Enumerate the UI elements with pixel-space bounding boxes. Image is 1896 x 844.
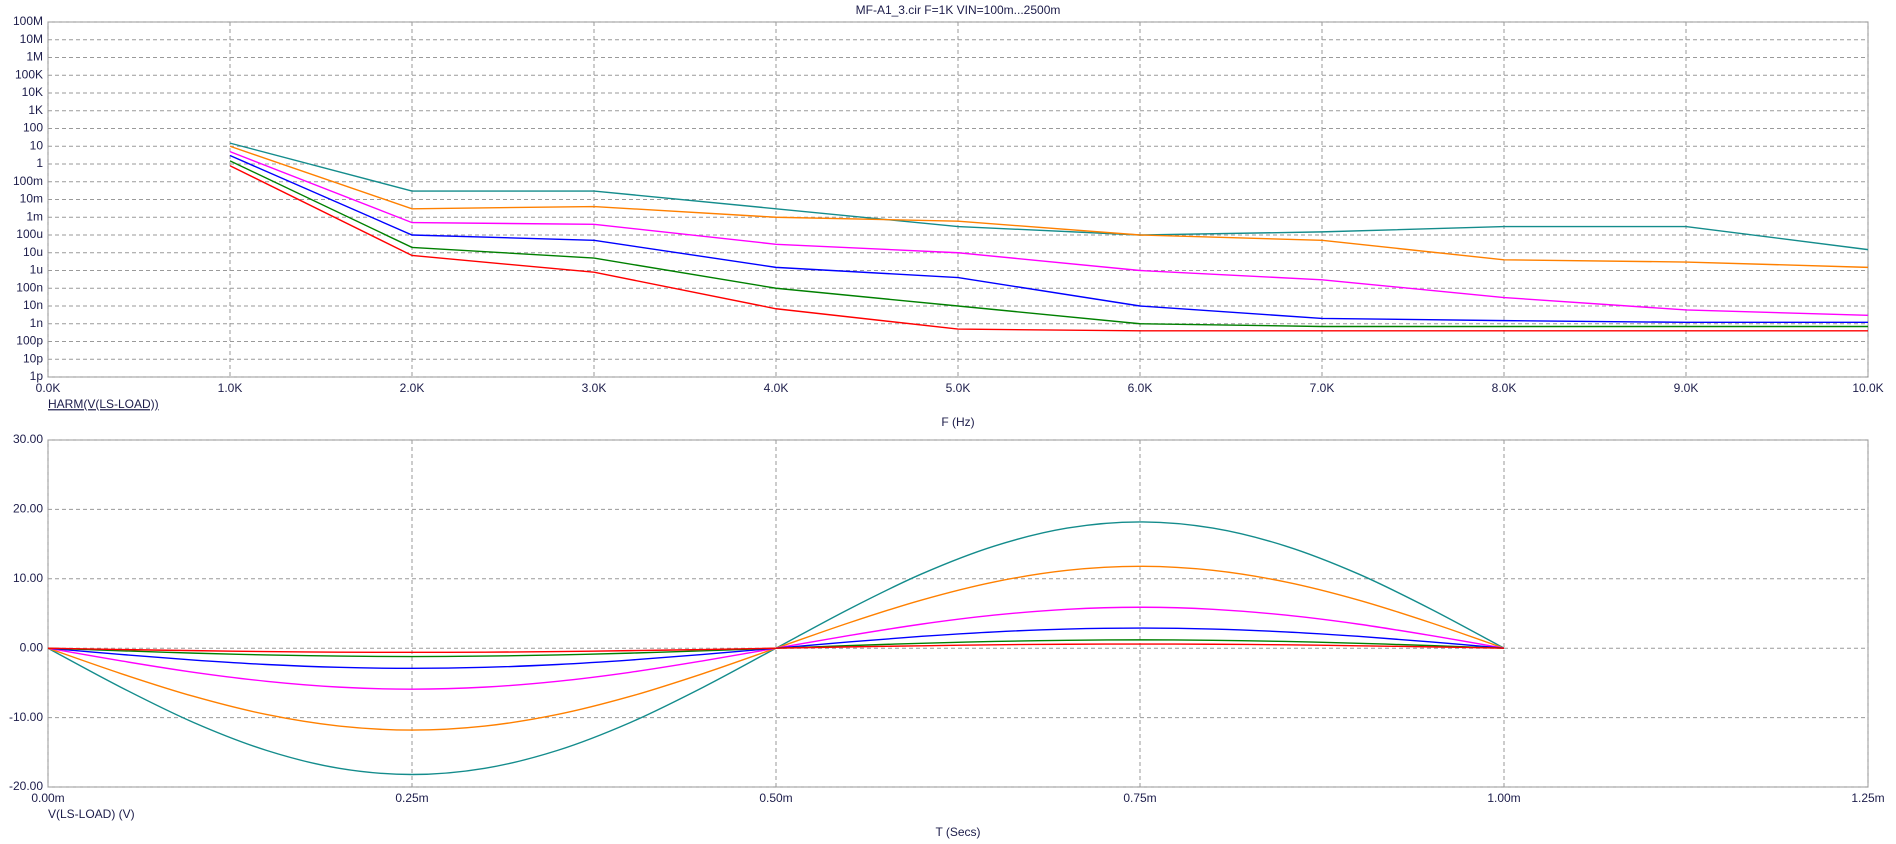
x-tick-label: 1.0K [218,381,243,395]
x-tick-label: 0.25m [395,791,428,805]
series-line [47,643,1505,654]
y-tick-label: 100u [16,227,43,241]
y-tick-label: 10 [30,138,44,152]
x-tick-label: 9.0K [1674,381,1699,395]
x-tick-label: 0.00m [31,791,64,805]
series-line [229,150,1869,316]
x-tick-label: 0.75m [1123,791,1156,805]
y-tick-label: 100n [16,280,43,294]
series-line [229,160,1868,328]
x-tick-label: 4.0K [764,381,789,395]
x-tick-label: 1.25m [1851,791,1884,805]
series-line [229,145,1869,269]
y-tick-label: 100K [15,67,43,81]
series-line [229,142,1869,251]
x-tick-label: 7.0K [1310,381,1335,395]
y-axis-label: HARM(V(LS-LOAD)) [48,397,159,411]
y-tick-label: 1M [26,50,43,64]
y-tick-label: 100 [23,121,43,135]
x-tick-label: 2.0K [400,381,425,395]
x-tick-label: 3.0K [582,381,607,395]
plot-frame [47,439,1869,788]
y-tick-label: 10u [23,245,43,259]
y-tick-label: 20.00 [13,502,43,516]
chart-title: MF-A1_3.cir F=1K VIN=100m...2500m [856,3,1061,17]
x-tick-label: 6.0K [1128,381,1153,395]
y-tick-label: 100M [13,14,43,28]
y-tick-label: 0.00 [20,640,44,654]
y-tick-label: 1K [28,103,43,117]
x-tick-label: 8.0K [1492,381,1517,395]
x-tick-label: 0.50m [759,791,792,805]
series-line [229,165,1868,332]
y-tick-label: 10m [20,192,43,206]
y-tick-label: 100p [16,334,43,348]
y-tick-label: 10n [23,298,43,312]
y-tick-label: 10.00 [13,571,43,585]
y-tick-label: 10M [20,32,43,46]
x-axis-label: F (Hz) [941,415,974,429]
y-axis-label: V(LS-LOAD) (V) [48,807,135,821]
series-line [229,154,1868,324]
x-axis-label: T (Secs) [935,825,980,839]
y-tick-label: -20.00 [9,779,43,793]
y-tick-label: 30.00 [13,432,43,446]
x-tick-label: 10.0K [1852,381,1883,395]
x-tick-label: 5.0K [946,381,971,395]
y-tick-label: 10p [23,351,43,365]
y-tick-label: 1m [26,209,43,223]
y-tick-label: 10K [22,85,43,99]
x-tick-label: 1.00m [1487,791,1520,805]
y-tick-label: 100m [13,174,43,188]
y-tick-label: 1u [30,263,43,277]
x-tick-label: 0.0K [36,381,61,395]
y-tick-label: 1p [30,369,44,383]
y-tick-label: 1n [30,316,43,330]
y-tick-label: 1 [36,156,43,170]
y-tick-label: -10.00 [9,710,43,724]
